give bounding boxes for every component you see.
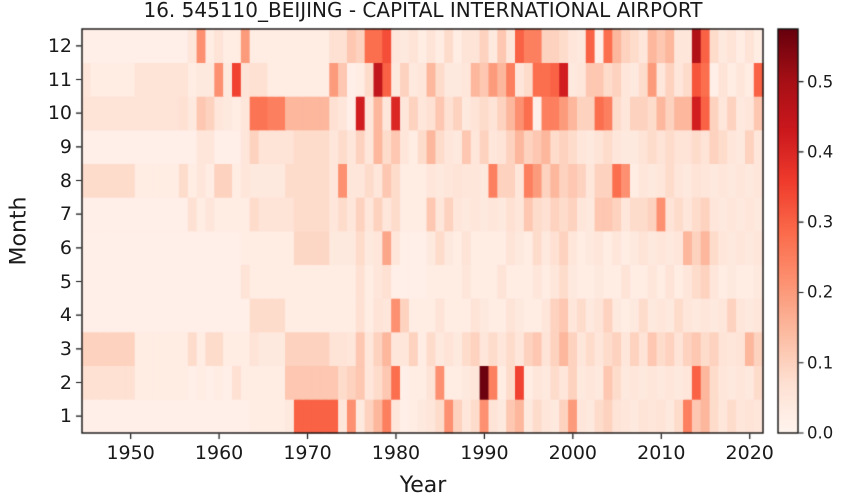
x-tick-label: 1990 (460, 442, 509, 464)
x-tick-label: 1950 (106, 442, 155, 464)
x-tick-label: 2020 (725, 442, 774, 464)
chart-title: 16. 545110_BEIJING - CAPITAL INTERNATION… (143, 0, 703, 22)
colorbar-tick-label: 0.4 (807, 142, 834, 162)
x-axis-label: Year (399, 473, 447, 498)
y-tick-label: 5 (59, 270, 72, 293)
x-tick-label: 1970 (283, 442, 332, 464)
y-axis-label: Month (6, 196, 32, 266)
y-tick-label: 10 (47, 102, 72, 125)
y-tick-label: 11 (47, 68, 72, 91)
y-tick-label: 12 (47, 34, 72, 57)
y-tick-label: 7 (59, 203, 72, 226)
colorbar-tick-label: 0.0 (807, 423, 834, 443)
y-tick-label: 1 (59, 405, 72, 428)
y-tick-label: 3 (59, 337, 72, 360)
x-tick-label: 1980 (371, 442, 421, 464)
colorbar-tick-label: 0.3 (807, 212, 834, 232)
x-tick-label: 2010 (637, 442, 686, 464)
y-tick-label: 9 (59, 135, 72, 158)
x-tick-label: 2000 (548, 442, 598, 464)
y-tick-label: 8 (59, 169, 72, 192)
colorbar-tick-label: 0.2 (807, 282, 834, 302)
y-tick-label: 2 (59, 371, 72, 394)
y-tick-label: 4 (59, 304, 72, 327)
y-tick-label: 6 (59, 236, 72, 259)
colorbar-tick-label: 0.1 (807, 353, 834, 373)
colorbar-tick-label: 0.5 (807, 72, 834, 92)
x-tick-label: 1960 (194, 442, 244, 464)
